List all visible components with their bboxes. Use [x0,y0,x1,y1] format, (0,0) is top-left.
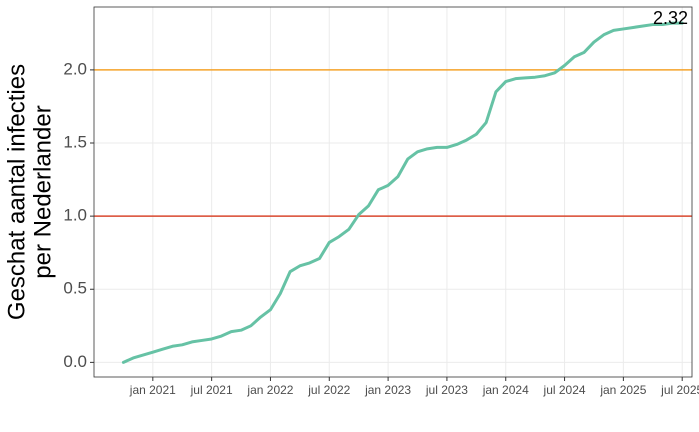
x-tick-label: jul 2022 [307,383,350,397]
x-tick-label: jan 2021 [129,383,176,397]
y-axis-label: Geschat aantal infecties [3,64,30,320]
y-tick-label: 1.0 [63,206,87,225]
y-axis-label: per Nederlander [29,105,56,278]
x-tick-label: jan 2025 [599,383,646,397]
x-tick-label: jul 2025 [660,383,699,397]
x-tick-label: jul 2021 [190,383,233,397]
x-tick-label: jan 2023 [364,383,411,397]
x-tick-label: jan 2022 [246,383,293,397]
y-tick-label: 0.5 [63,279,87,298]
y-tick-label: 1.5 [63,132,87,151]
annotation: 2.32 [653,8,688,28]
data-line [121,21,684,364]
y-tick-label: 2.0 [63,59,87,78]
x-tick-label: jul 2023 [425,383,468,397]
y-tick-label: 0.0 [63,352,87,371]
plot-border [93,6,693,378]
x-tick-label: jan 2024 [482,383,529,397]
x-tick-label: jul 2024 [543,383,586,397]
